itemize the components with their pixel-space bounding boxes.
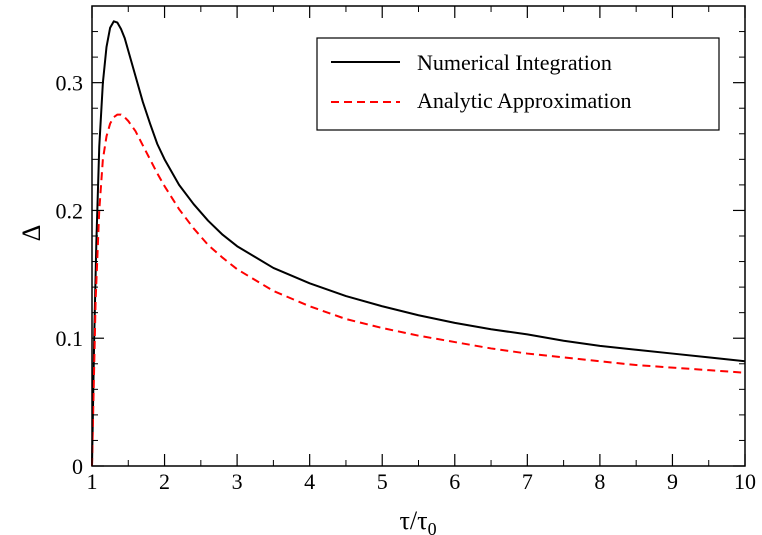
y-tick-label: 0.1 [56, 326, 84, 351]
x-tick-label: 8 [594, 469, 605, 494]
y-axis-title: Δ [17, 225, 46, 242]
x-tick-label: 9 [667, 469, 678, 494]
x-tick-label: 10 [734, 469, 756, 494]
x-tick-label: 7 [522, 469, 533, 494]
x-tick-label: 6 [449, 469, 460, 494]
legend-label-numerical-integration: Numerical Integration [417, 50, 612, 75]
x-tick-label: 3 [232, 469, 243, 494]
tick-labels: 1 2 3 4 5 6 7 8 9 10 0 0.1 0.2 0.3 [56, 71, 757, 494]
series-lines [91, 20, 746, 467]
x-tick-label: 5 [377, 469, 388, 494]
y-tick-label: 0.3 [56, 71, 84, 96]
series-line-analytic-approximation [91, 113, 746, 467]
series-line-numerical-integration [91, 20, 746, 467]
x-axis-title: τ/τ0 [399, 506, 436, 535]
x-axis-title-subscript: 0 [428, 519, 437, 535]
x-tick-label: 2 [159, 469, 170, 494]
x-axis-title-main: τ/τ [399, 506, 427, 535]
x-tick-label: 4 [304, 469, 315, 494]
y-tick-label: 0.2 [56, 198, 84, 223]
legend-label-analytic-approximation: Analytic Approximation [417, 88, 631, 113]
legend-box [316, 37, 720, 131]
legend: Numerical Integration Analytic Approxima… [316, 37, 720, 131]
y-tick-label: 0 [72, 454, 83, 479]
x-tick-label: 1 [87, 469, 98, 494]
plot-frame [91, 5, 746, 467]
